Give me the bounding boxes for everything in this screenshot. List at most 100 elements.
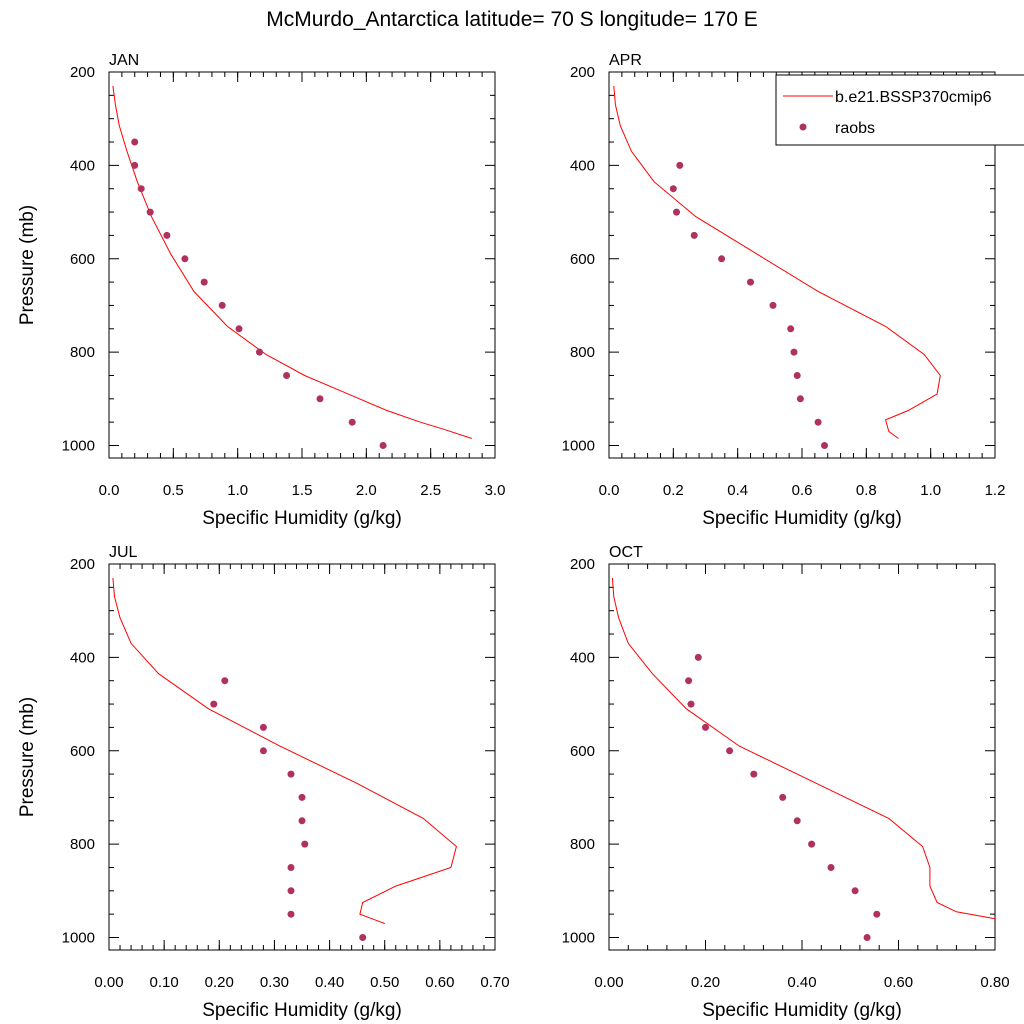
- panel-label: OCT: [609, 544, 643, 561]
- y-tick-label: 200: [70, 556, 95, 573]
- raobs-point: [181, 255, 189, 263]
- raobs-point: [726, 747, 734, 755]
- raobs-point: [379, 442, 387, 449]
- raobs-point: [287, 887, 295, 895]
- raobs-point: [814, 418, 822, 426]
- panel-oct: OCT 200 400 600 800 1000 0.00 0.20 0.40 0.60 0.80 S…: [562, 544, 1010, 1021]
- x-tick-label: 0.6: [792, 482, 813, 499]
- y-tick-label: 800: [570, 836, 595, 853]
- y-tick-label: 1000: [562, 438, 595, 455]
- y-tick-label: 1000: [62, 930, 95, 947]
- x-tick-label: 0.5: [163, 482, 184, 499]
- x-tick-label: 0.00: [594, 974, 623, 991]
- raobs-point: [821, 442, 828, 449]
- x-tick-label: 0.40: [787, 974, 816, 991]
- y-tick-label: 600: [70, 251, 95, 268]
- x-tick-label: 1.5: [292, 482, 313, 499]
- plot-frame: [608, 563, 996, 951]
- x-tick-label: 0.10: [150, 974, 179, 991]
- x-tick-label: 0.00: [94, 974, 123, 991]
- x-axis-title: Specific Humidity (g/kg): [202, 508, 402, 529]
- raobs-point: [218, 301, 226, 309]
- legend-box: [775, 74, 1024, 146]
- y-tick-label: 800: [70, 344, 95, 361]
- raobs-point: [851, 887, 859, 895]
- raobs-point: [747, 278, 754, 286]
- y-tick-label: 200: [570, 556, 595, 573]
- y-tick-label: 400: [570, 649, 595, 666]
- raobs-point: [163, 231, 171, 239]
- x-axis-title: Specific Humidity (g/kg): [702, 1000, 902, 1021]
- raobs-point: [287, 910, 295, 918]
- panel-label: JAN: [109, 52, 139, 69]
- x-tick-label: 0.4: [727, 482, 748, 499]
- raobs-point: [301, 840, 309, 848]
- model-profile-line: [112, 577, 457, 924]
- y-tick-label: 600: [70, 743, 95, 760]
- raobs-point: [287, 864, 295, 871]
- raobs-point: [259, 723, 267, 731]
- panel-apr: APR 200 400 600 800 1000 0.0 0.2 0.4 0.6 0.8 1.0 1.2…: [562, 52, 1006, 529]
- y-tick-label: 600: [570, 743, 595, 760]
- raobs-point: [808, 840, 816, 848]
- raobs-point: [676, 161, 684, 169]
- raobs-point: [702, 723, 709, 731]
- plot-frame: [108, 563, 496, 951]
- raobs-point: [221, 677, 229, 685]
- x-tick-label: 2.0: [356, 482, 377, 499]
- panel-jul: JUL 200 400 600 800 1000 0.00 0.10 0.20 0.30 0.40 0…: [17, 544, 510, 1021]
- panels: JAN 200 400 600 800 1000 0.0 0.5 1.0 1.5 2.0 2.5 3.0…: [17, 52, 1010, 1021]
- panel-label: APR: [609, 52, 642, 69]
- model-profile-line: [611, 577, 995, 920]
- x-tick-label: 3.0: [485, 482, 506, 499]
- x-tick-label: 0.50: [370, 974, 399, 991]
- x-tick-label: 1.2: [985, 482, 1006, 499]
- raobs-point: [359, 934, 367, 941]
- raobs-point: [235, 325, 243, 333]
- raobs-point: [210, 700, 218, 708]
- x-tick-label: 1.0: [920, 482, 941, 499]
- y-tick-label: 800: [570, 344, 595, 361]
- raobs-point: [200, 278, 208, 286]
- y-tick-label: 1000: [62, 438, 95, 455]
- legend: b.e21.BSSP370cmip6 raobs: [775, 74, 1024, 146]
- raobs-point: [348, 418, 356, 426]
- y-tick-label: 600: [570, 251, 595, 268]
- raobs-point: [796, 395, 804, 403]
- raobs-point: [750, 770, 758, 778]
- raobs-point: [283, 372, 291, 379]
- x-tick-label: 0.60: [425, 974, 454, 991]
- raobs-point: [287, 770, 295, 778]
- x-tick-label: 0.20: [205, 974, 234, 991]
- raobs-point: [793, 817, 801, 825]
- x-tick-label: 1.0: [227, 482, 248, 499]
- x-tick-label: 0.30: [260, 974, 289, 991]
- raobs-point: [685, 677, 693, 685]
- y-axis-title: Pressure (mb): [17, 205, 38, 325]
- raobs-point: [793, 372, 801, 379]
- raobs-point: [669, 185, 677, 193]
- x-tick-label: 0.80: [980, 974, 1009, 991]
- raobs-point: [259, 747, 267, 755]
- raobs-point: [718, 255, 726, 263]
- raobs-point: [298, 817, 306, 825]
- x-tick-label: 0.70: [480, 974, 509, 991]
- y-tick-label: 400: [70, 157, 95, 174]
- x-tick-label: 0.2: [663, 482, 684, 499]
- raobs-point: [131, 161, 139, 169]
- legend-model-label: b.e21.BSSP370cmip6: [835, 89, 992, 106]
- panel-jan: JAN 200 400 600 800 1000 0.0 0.5 1.0 1.5 2.0 2.5 3.0…: [17, 52, 505, 529]
- legend-obs-label: raobs: [835, 120, 875, 137]
- raobs-point: [690, 231, 698, 239]
- raobs-point: [873, 910, 881, 918]
- y-tick-label: 800: [70, 836, 95, 853]
- x-tick-label: 0.8: [856, 482, 877, 499]
- y-tick-label: 1000: [562, 930, 595, 947]
- raobs-point: [316, 395, 324, 403]
- raobs-point: [298, 793, 306, 801]
- plot-frame: [108, 71, 496, 459]
- x-tick-label: 0.0: [99, 482, 120, 499]
- raobs-point: [790, 348, 798, 356]
- panel-label: JUL: [109, 544, 138, 561]
